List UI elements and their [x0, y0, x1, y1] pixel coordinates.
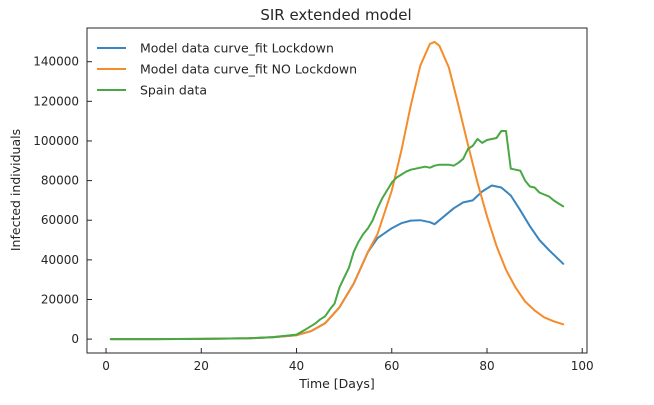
legend-label: Model data curve_fit NO Lockdown: [140, 62, 357, 77]
legend-label: Model data curve_fit Lockdown: [140, 41, 334, 56]
x-tick-label: 0: [102, 359, 110, 373]
x-tick-label: 20: [194, 359, 209, 373]
y-axis: 0 20000 40000 60000 80000 100000 120000 140000: [33, 55, 92, 346]
y-tick-label: 20000: [41, 292, 79, 306]
x-tick-label: 80: [479, 359, 494, 373]
x-tick-label: 60: [384, 359, 399, 373]
series-line-3: [109, 130, 565, 341]
chart-title: SIR extended model: [260, 6, 411, 24]
series-lines: [109, 40, 565, 341]
x-axis: 0 20 40 60 80 100: [102, 348, 594, 373]
x-tick-label: 40: [289, 359, 304, 373]
y-tick-label: 40000: [41, 253, 79, 267]
x-axis-label: Time [Days]: [298, 376, 375, 391]
y-tick-label: 100000: [33, 134, 79, 148]
x-tick-label: 100: [571, 359, 594, 373]
legend-label: Spain data: [140, 83, 207, 98]
plot-area-frame: [86, 27, 588, 354]
y-tick-label: 0: [71, 332, 79, 346]
y-tick-label: 60000: [41, 213, 79, 227]
y-tick-label: 80000: [41, 174, 79, 188]
y-tick-label: 140000: [33, 55, 79, 69]
y-tick-label: 120000: [33, 94, 79, 108]
legend: Model data curve_fit Lockdown Model data …: [97, 41, 357, 98]
y-axis-label: Infected individuals: [8, 129, 23, 251]
series-line-2: [109, 40, 565, 341]
series-line-1: [109, 184, 565, 341]
